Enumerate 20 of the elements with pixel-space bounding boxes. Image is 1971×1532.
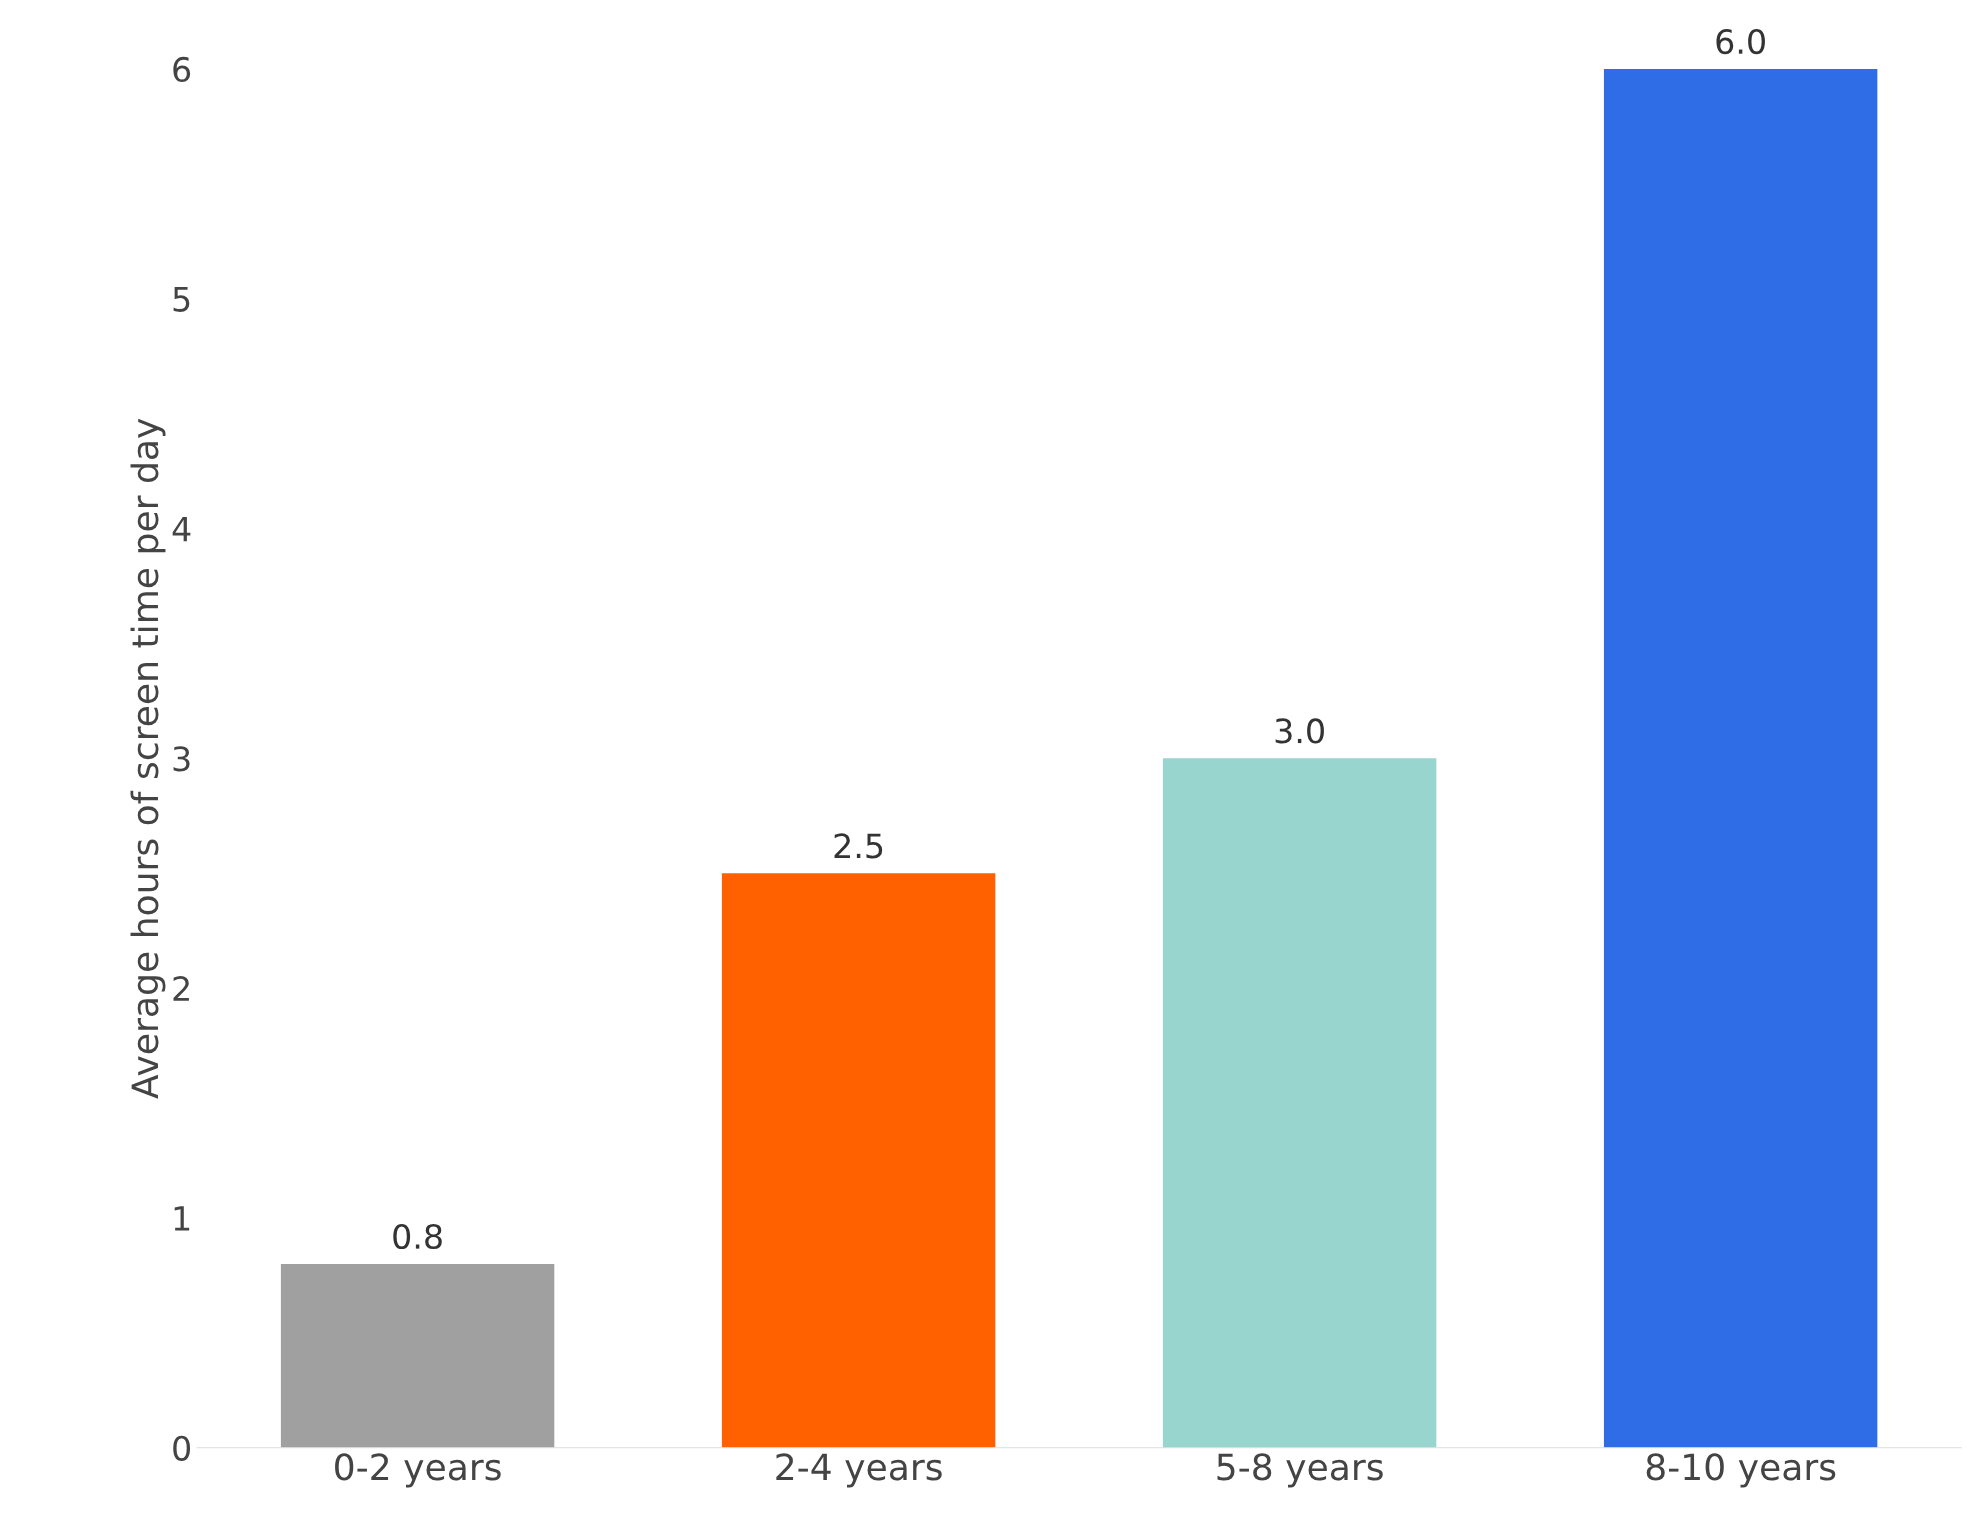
y-axis-title: Average hours of screen time per day <box>130 418 166 1099</box>
data-label: 2.5 <box>834 833 883 859</box>
data-label: 3.0 <box>1275 718 1324 744</box>
y-tick-label: 2 <box>173 976 189 1001</box>
bar <box>1162 758 1437 1448</box>
data-label: 0.8 <box>393 1223 442 1250</box>
x-tick-label: 5-8 years <box>1217 1453 1383 1488</box>
x-tick-label: 8-10 years <box>1646 1453 1836 1488</box>
y-tick-label: 4 <box>172 516 191 542</box>
y-tick-label: 6 <box>173 56 191 83</box>
bar <box>1603 68 1878 1448</box>
y-tick-label: 1 <box>174 1206 190 1231</box>
data-label: 6.0 <box>1716 28 1765 55</box>
x-tick-label: 2-4 years <box>776 1453 942 1488</box>
y-tick-label: 0 <box>173 1435 191 1461</box>
bar <box>280 1263 555 1448</box>
y-tick-label: 5 <box>173 287 190 312</box>
x-tick-label: 0-2 years <box>335 1453 501 1488</box>
y-tick-label: 3 <box>173 746 190 772</box>
bar <box>721 873 996 1448</box>
